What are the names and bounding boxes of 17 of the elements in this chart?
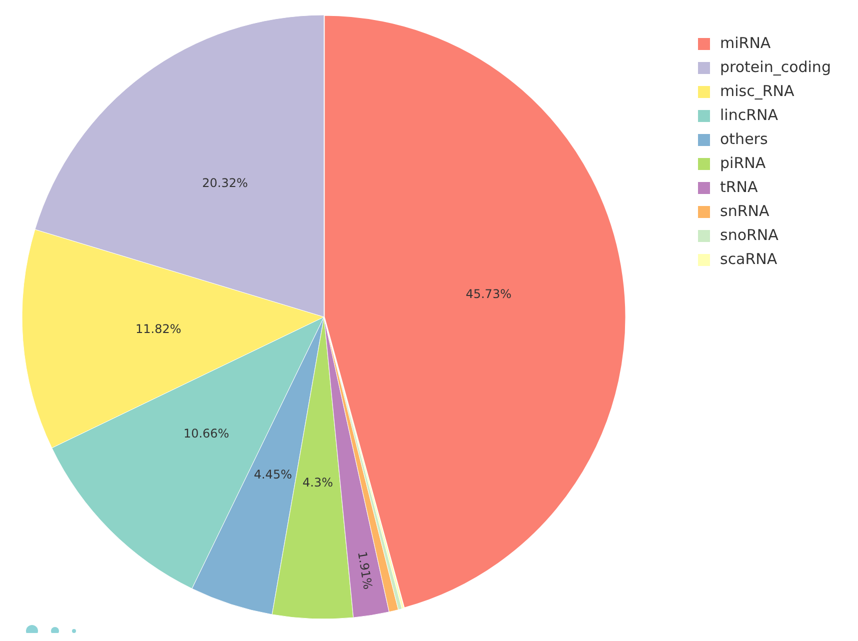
legend-label: lincRNA bbox=[720, 106, 779, 124]
legend-label: miRNA bbox=[720, 34, 772, 52]
data-label: 4.45% bbox=[254, 467, 292, 482]
data-label: 20.32% bbox=[202, 176, 248, 190]
data-label: 10.66% bbox=[183, 426, 230, 441]
data-label: 1.91% bbox=[355, 550, 375, 590]
legend-label: snoRNA bbox=[720, 226, 780, 244]
legend-label: misc_RNA bbox=[720, 82, 795, 100]
data-label: 45.73% bbox=[466, 287, 512, 302]
legend-label: protein_coding bbox=[720, 58, 831, 76]
legend-label: tRNA bbox=[720, 178, 759, 196]
legend-label: snRNA bbox=[720, 202, 770, 220]
legend-label: others bbox=[720, 130, 768, 148]
legend-label: piRNA bbox=[720, 154, 766, 172]
data-label: 11.82% bbox=[136, 322, 182, 336]
legend-label: scaRNA bbox=[720, 250, 778, 268]
data-label: 4.3% bbox=[302, 475, 333, 490]
